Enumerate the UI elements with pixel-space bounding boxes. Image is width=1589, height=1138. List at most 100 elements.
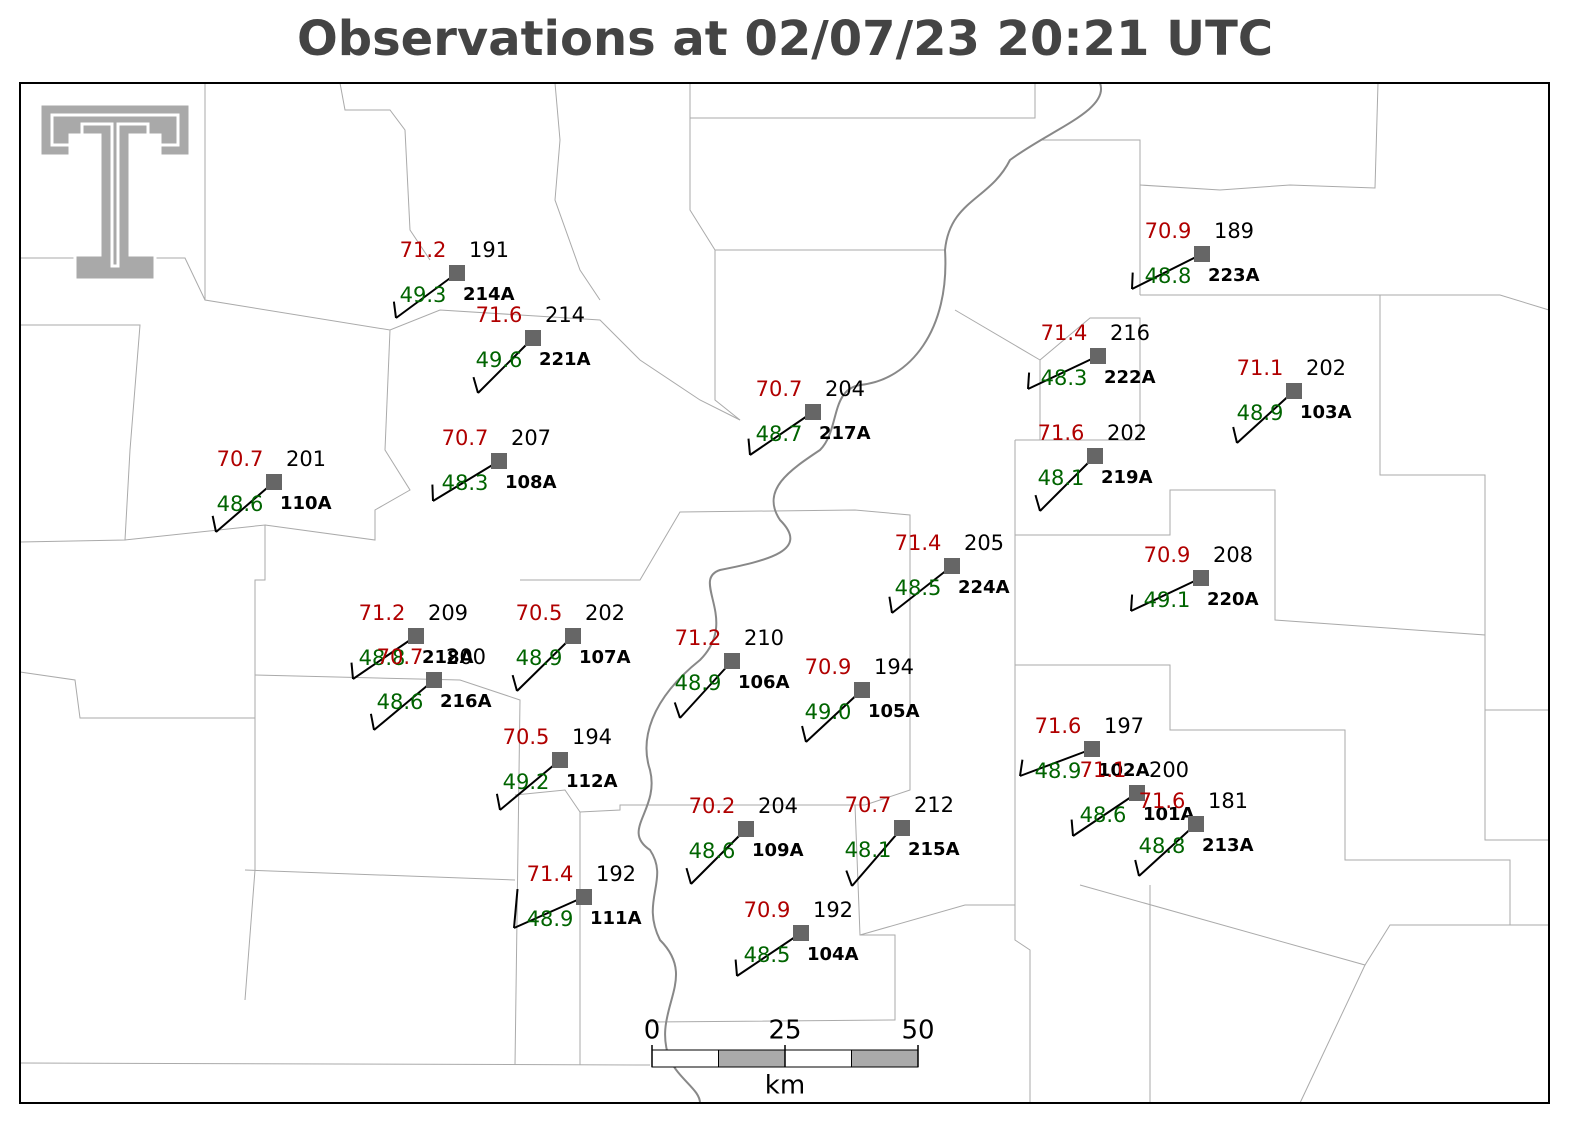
wind-barb-flag <box>1070 819 1074 837</box>
wind-barb <box>749 411 814 456</box>
wind-barb-flag <box>1034 494 1041 512</box>
pressure: 202 <box>585 601 625 625</box>
station-id: 222A <box>1104 367 1156 388</box>
scale-tick-label: 25 <box>768 1016 801 1046</box>
station-marker <box>552 752 568 768</box>
dewpoint: 48.8 <box>1139 834 1186 858</box>
wind-barb-flag <box>211 515 217 533</box>
dewpoint: 48.1 <box>845 838 892 862</box>
temperature: 70.7 <box>217 447 264 471</box>
station-id: 223A <box>1208 265 1260 286</box>
wind-barb <box>679 660 733 719</box>
station-id: 111A <box>590 908 642 929</box>
dewpoint: 48.3 <box>1041 366 1088 390</box>
wind-barb-flag <box>673 702 681 719</box>
pressure: 202 <box>1107 421 1147 445</box>
pressure: 214 <box>545 303 585 327</box>
temperature: 70.9 <box>744 898 791 922</box>
station-marker <box>944 558 960 574</box>
wind-barb-flag <box>511 674 518 692</box>
scale-tick-label: 0 <box>644 1016 661 1046</box>
station-id: 106A <box>738 672 790 693</box>
station-marker <box>266 474 282 490</box>
dewpoint: 48.6 <box>217 492 264 516</box>
dewpoint: 48.9 <box>1237 401 1284 425</box>
temperature: 70.7 <box>845 793 892 817</box>
station-id: 109A <box>752 840 804 861</box>
wind-barb-flag <box>1019 759 1024 777</box>
station-marker <box>449 265 465 281</box>
dewpoint: 48.9 <box>1035 759 1082 783</box>
dewpoint: 48.5 <box>744 943 791 967</box>
station-marker <box>525 330 541 346</box>
wind-barb-flag <box>845 870 853 887</box>
temperature: 71.2 <box>359 601 406 625</box>
temperature: 70.9 <box>1144 543 1191 567</box>
map-title: Observations at 02/07/23 20:21 UTC <box>297 11 1273 67</box>
pressure: 200 <box>1149 758 1189 782</box>
scale-unit: km <box>765 1071 805 1101</box>
wind-barb-flag <box>801 725 807 743</box>
temperature: 70.5 <box>503 725 550 749</box>
station-id: 215A <box>908 839 960 860</box>
station-id: 112A <box>566 771 618 792</box>
logo <box>38 102 192 282</box>
pressure: 189 <box>1214 219 1254 243</box>
station-id: 103A <box>1300 402 1352 423</box>
station-marker <box>724 653 740 669</box>
temperature: 70.7 <box>442 426 489 450</box>
wind-barb-flag <box>350 662 354 680</box>
temperature: 71.2 <box>400 238 447 262</box>
station-marker <box>1129 785 1145 801</box>
station-id: 105A <box>868 701 920 722</box>
scale-segment <box>718 1049 786 1068</box>
pressure: 209 <box>428 601 468 625</box>
wind-barb <box>1019 748 1093 777</box>
station-id: 220A <box>1207 589 1259 610</box>
dewpoint: 48.8 <box>1145 264 1192 288</box>
station-id: 224A <box>958 577 1010 598</box>
station-id: 110A <box>280 493 332 514</box>
station-id: 218A <box>422 647 474 668</box>
wind-barb <box>1072 792 1138 837</box>
station-marker <box>565 628 581 644</box>
station-id: 221A <box>539 349 591 370</box>
wind-barb-flag <box>392 301 397 319</box>
station-marker <box>1087 448 1103 464</box>
dewpoint: 49.2 <box>503 770 550 794</box>
wind-barb <box>499 759 561 811</box>
wind-barb <box>736 932 802 977</box>
dewpoint: 48.6 <box>1080 803 1127 827</box>
wind-barb-flag <box>1027 372 1031 390</box>
map-background <box>20 83 1549 1103</box>
wind-barb <box>1027 355 1099 390</box>
wind-barb-flag <box>495 793 501 811</box>
pressure: 210 <box>744 626 784 650</box>
wind-barb <box>805 689 863 743</box>
station-marker <box>805 404 821 420</box>
dewpoint: 48.8 <box>359 646 406 670</box>
dewpoint: 49.0 <box>805 700 852 724</box>
pressure: 181 <box>1208 789 1248 813</box>
dewpoint: 48.9 <box>675 671 722 695</box>
wind-barb <box>1236 390 1295 444</box>
wind-barb-flag <box>685 867 692 885</box>
station-marker <box>1194 246 1210 262</box>
wind-barb <box>477 337 534 394</box>
station-marker <box>793 925 809 941</box>
station-marker <box>491 453 507 469</box>
dewpoint: 48.5 <box>895 576 942 600</box>
pressure: 216 <box>1110 321 1150 345</box>
wind-barb <box>516 635 574 692</box>
wind-barb-flag <box>1130 594 1134 612</box>
station-marker <box>1090 348 1106 364</box>
station-marker <box>426 672 442 688</box>
pressure: 197 <box>1104 714 1144 738</box>
temperature: 71.2 <box>675 626 722 650</box>
county-lines <box>19 82 1550 1104</box>
station-marker <box>576 889 592 905</box>
wind-barb-flag <box>472 376 479 394</box>
temperature: 70.2 <box>689 794 736 818</box>
